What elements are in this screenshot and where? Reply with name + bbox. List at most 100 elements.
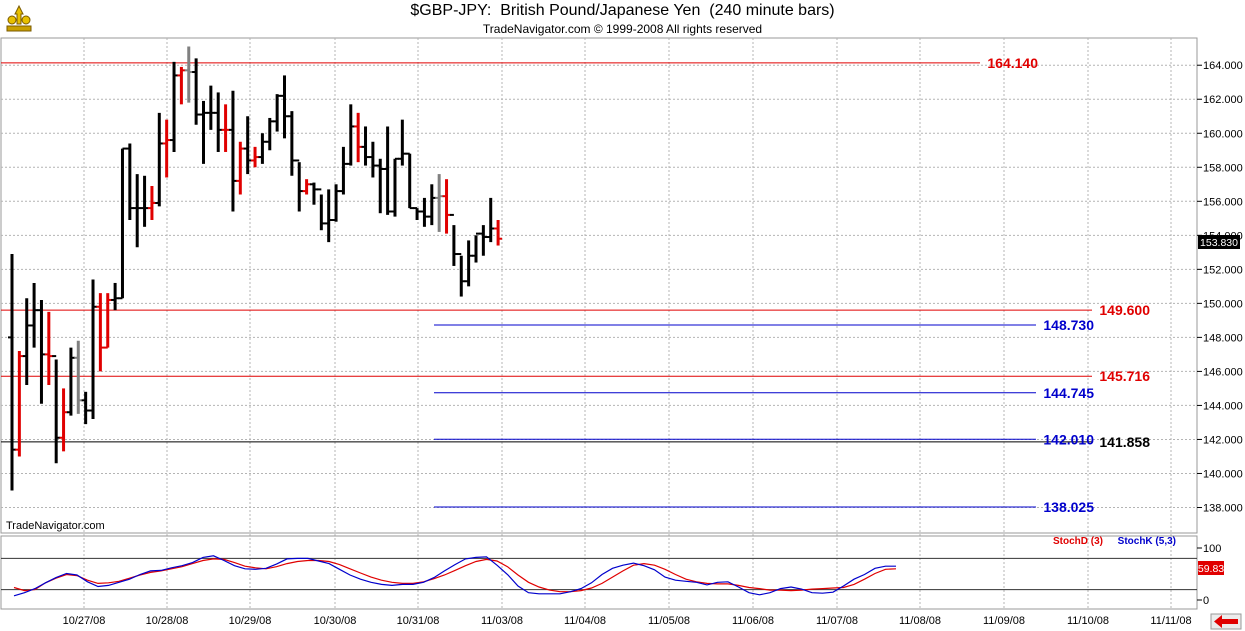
ohlc-bar xyxy=(302,179,311,195)
x-tick-label: 11/11/08 xyxy=(1150,615,1191,627)
ohlc-bar xyxy=(361,126,370,166)
last-price-label: 153.830 xyxy=(1200,237,1238,249)
y-tick-label: 158.000 xyxy=(1203,162,1243,174)
date-axis: 10/27/08 10/28/08 10/29/08 10/30/08 10/31/08… xyxy=(63,615,1192,627)
level-label: 144.745 xyxy=(1043,385,1094,401)
x-tick-label: 10/30/08 xyxy=(314,615,357,627)
x-tick-label: 10/27/08 xyxy=(63,615,106,627)
x-tick-label: 11/05/08 xyxy=(648,615,690,627)
ohlc-bar xyxy=(435,174,444,232)
ohlc-bar xyxy=(15,350,24,457)
ohlc-bar xyxy=(44,311,53,386)
ohlc-bar xyxy=(251,146,260,168)
ohlc-bar xyxy=(471,232,480,263)
ohlc-bar xyxy=(162,119,171,178)
ohlc-bar xyxy=(494,220,503,246)
ohlc-bar xyxy=(177,66,186,105)
ohlc-bar xyxy=(103,293,112,349)
copyright-text: TradeNavigator.com © 1999-2008 All right… xyxy=(482,22,763,36)
x-tick-label: 11/09/08 xyxy=(983,615,1025,627)
watermark-text: TradeNavigator.com xyxy=(6,520,105,532)
ohlc-bar xyxy=(287,111,296,176)
ohlc-bar xyxy=(74,340,83,414)
ohlc-bar xyxy=(96,293,105,372)
ohlc-bar xyxy=(170,61,179,152)
stoch-last-box xyxy=(1198,561,1224,575)
x-tick-label: 10/28/08 xyxy=(146,615,189,627)
y-tick-label: 148.000 xyxy=(1203,332,1243,344)
scroll-right-arrow-icon[interactable] xyxy=(1210,613,1242,630)
ohlc-bar xyxy=(354,112,363,163)
level-label: 164.140 xyxy=(987,55,1038,71)
stoch-tick-label: 0 xyxy=(1203,595,1209,607)
stoch-panel-frame xyxy=(0,535,1198,610)
ohlc-bar xyxy=(398,119,407,166)
ohlc-bar xyxy=(111,282,120,311)
level-label: 149.600 xyxy=(1099,302,1150,318)
y-tick-label: 160.000 xyxy=(1203,128,1243,140)
ohlc-bar xyxy=(184,46,193,103)
x-tick-label: 11/08/08 xyxy=(899,615,941,627)
ohlc-bar xyxy=(457,253,466,297)
ohlc-bar xyxy=(420,197,429,227)
x-tick-label: 11/04/08 xyxy=(564,615,606,627)
chart-title: $GBP-JPY: British Pound/Japanese Yen (24… xyxy=(410,2,835,19)
ohlc-bar xyxy=(8,254,16,491)
ohlc-bar xyxy=(258,133,267,164)
ohlc-bars xyxy=(8,46,503,491)
stoch-last-label: 59.83 xyxy=(1198,563,1224,575)
ohlc-bar xyxy=(22,298,31,386)
x-tick-label: 11/10/08 xyxy=(1067,615,1109,627)
stoch-series-line xyxy=(13,555,896,597)
ohlc-bar xyxy=(309,182,318,205)
ohlc-bar xyxy=(140,175,149,227)
ohlc-bar xyxy=(479,225,488,256)
vertical-gridlines xyxy=(83,38,1172,609)
y-tick-label: 146.000 xyxy=(1203,366,1243,378)
ohlc-bar xyxy=(273,94,282,132)
last-price-box xyxy=(1198,235,1240,249)
ohlc-bar xyxy=(133,174,142,248)
ohlc-bar xyxy=(192,58,201,125)
ohlc-bar xyxy=(206,85,215,130)
ohlc-bar xyxy=(295,159,304,212)
ohlc-bar xyxy=(125,143,134,221)
stoch-axis: 0 100 xyxy=(1197,543,1221,607)
y-tick-label: 138.000 xyxy=(1203,502,1243,514)
ohlc-bar xyxy=(324,189,333,243)
y-tick-label: 142.000 xyxy=(1203,434,1243,446)
ohlc-bar xyxy=(66,347,75,416)
ohlc-bar xyxy=(413,207,422,221)
stochastic-lines xyxy=(13,555,897,597)
level-label: 148.730 xyxy=(1043,317,1094,333)
ohlc-bar xyxy=(155,112,164,207)
trade-navigator-logo-icon[interactable] xyxy=(4,4,34,34)
ohlc-bar xyxy=(280,75,289,139)
ohlc-bar xyxy=(81,391,90,425)
y-tick-label: 150.000 xyxy=(1203,298,1243,310)
ohlc-bar xyxy=(405,152,414,210)
level-label: 142.010 xyxy=(1043,431,1094,447)
ohlc-bar xyxy=(346,104,355,166)
ohlc-bar xyxy=(228,90,237,212)
ohlc-bar xyxy=(449,213,458,266)
level-label: 145.716 xyxy=(1099,368,1150,384)
x-tick-label: 11/07/08 xyxy=(816,615,858,627)
ohlc-bar xyxy=(147,185,156,221)
ohlc-bar xyxy=(427,184,436,226)
x-tick-label: 10/31/08 xyxy=(397,615,440,627)
stoch-series-line xyxy=(13,558,897,593)
level-label: 138.025 xyxy=(1043,499,1094,515)
level-lines: 164.140 149.600 145.716 141.858 148.730 144.7… xyxy=(1,55,1150,515)
ohlc-bar xyxy=(368,141,377,178)
ohlc-bar xyxy=(317,188,326,231)
ohlc-bar xyxy=(243,116,252,175)
x-tick-label: 10/29/08 xyxy=(229,615,272,627)
ohlc-bar xyxy=(221,104,230,152)
ohlc-bar xyxy=(37,299,46,404)
ohlc-bar xyxy=(199,100,208,164)
ohlc-bar xyxy=(236,141,245,195)
price-axis: 138.000 140.000 142.000 144.000 146.000 148.0… xyxy=(1197,60,1243,514)
ohlc-bar xyxy=(376,158,385,214)
